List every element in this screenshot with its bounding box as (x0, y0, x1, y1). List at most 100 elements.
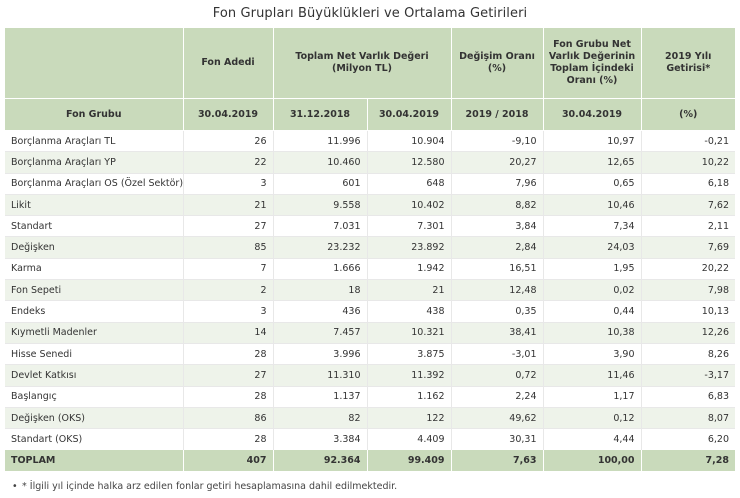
header-net-asset: Toplam Net Varlık Değeri (Milyon TL) (272, 28, 451, 99)
header-pct: (%) (640, 98, 735, 131)
table-row: Başlangıç 28 1.137 1.162 2,24 1,17 6,83 (5, 385, 735, 408)
table-row: Likit 21 9.558 10.402 8,82 10,46 7,62 (5, 193, 735, 216)
header-share: Fon Grubu Net Varlık Değerinin Toplam İç… (542, 28, 641, 99)
cell-value-2019: 648 (366, 172, 451, 195)
cell-change: -9,10 (450, 129, 543, 152)
cell-share: 10,38 (542, 321, 641, 344)
cell-fund-count: 27 (182, 215, 273, 237)
table-row: Karma 7 1.666 1.942 16,51 1,95 20,22 (5, 257, 735, 280)
cell-fund-count: 7 (182, 257, 273, 280)
cell-fund-group: Borçlanma Araçları OS (Özel Sektör) (5, 172, 183, 195)
cell-change: 3,84 (450, 215, 543, 237)
total-row: TOPLAM 407 92.364 99.409 7,63 100,00 7,28 (5, 449, 735, 471)
cell-return: 2,11 (640, 215, 735, 237)
footnote: • * İlgili yıl içinde halka arz edilen fo… (12, 481, 740, 492)
header-return-2019: 2019 Yılı Getirisi* (640, 28, 735, 99)
cell-change: 30,31 (450, 428, 543, 450)
table-title: Fon Grupları Büyüklükleri ve Ortalama Ge… (212, 6, 528, 21)
cell-value-2018: 82 (272, 406, 367, 429)
cell-value-2019: 7.301 (366, 215, 451, 237)
cell-return: 6,18 (640, 172, 735, 195)
cell-fund-count: 3 (182, 300, 273, 323)
cell-value-2019: 10.904 (366, 129, 451, 152)
cell-value-2018: 11.310 (272, 364, 367, 387)
cell-share: 11,46 (542, 364, 641, 387)
cell-fund-group: Kıymetli Madenler (5, 321, 183, 344)
cell-value-2019: 1.162 (366, 385, 451, 408)
cell-change: 16,51 (450, 257, 543, 280)
cell-return: 7,62 (640, 193, 735, 216)
cell-value-2018: 601 (272, 172, 367, 195)
cell-fund-group: Likit (5, 193, 183, 216)
cell-change: 7,96 (450, 172, 543, 195)
cell-value-2019: 1.942 (366, 257, 451, 280)
cell-value-2018: 1.137 (272, 385, 367, 408)
table-row: Endeks 3 436 438 0,35 0,44 10,13 (5, 300, 735, 323)
cell-fund-group: Hisse Senedi (5, 342, 183, 365)
cell-share: 1,95 (542, 257, 641, 280)
cell-value-2018: 10.460 (272, 151, 367, 174)
cell-value-2018: 9.558 (272, 193, 367, 216)
cell-fund-group: Borçlanma Araçları YP (5, 151, 183, 174)
cell-return: 10,13 (640, 300, 735, 323)
bullet-icon: • (12, 480, 18, 492)
cell-return: -3,17 (640, 364, 735, 387)
cell-value-2018: 23.232 (272, 236, 367, 259)
cell-value-2019: 10.402 (366, 193, 451, 216)
cell-share: 100,00 (542, 449, 641, 471)
cell-return: 20,22 (640, 257, 735, 280)
cell-share: 24,03 (542, 236, 641, 259)
cell-share: 0,65 (542, 172, 641, 195)
cell-value-2019: 3.875 (366, 342, 451, 365)
cell-value-2018: 1.666 (272, 257, 367, 280)
cell-value-2018: 3.996 (272, 342, 367, 365)
cell-change: 2,24 (450, 385, 543, 408)
header-date-share: 30.04.2019 (542, 98, 641, 131)
cell-value-2019: 23.892 (366, 236, 451, 259)
cell-fund-count: 28 (182, 428, 273, 450)
cell-fund-count: 28 (182, 385, 273, 408)
table-body: Borçlanma Araçları TL 26 11.996 10.904 -9,10… (5, 129, 735, 471)
cell-return: 7,69 (640, 236, 735, 259)
cell-change: 38,41 (450, 321, 543, 344)
footnote-text: * İlgili yıl içinde halka arz edilen fon… (22, 480, 398, 492)
cell-change: 49,62 (450, 406, 543, 429)
cell-return: 8,26 (640, 342, 735, 365)
cell-return: 6,83 (640, 385, 735, 408)
cell-fund-group: TOPLAM (5, 449, 183, 471)
cell-value-2019: 122 (366, 406, 451, 429)
header-fund-group: Fon Grubu (5, 98, 183, 131)
cell-fund-group: Karma (5, 257, 183, 280)
cell-value-2018: 18 (272, 279, 367, 301)
cell-value-2019: 438 (366, 300, 451, 323)
header-date-count: 30.04.2019 (182, 98, 273, 131)
cell-change: 0,72 (450, 364, 543, 387)
cell-fund-count: 2 (182, 279, 273, 301)
cell-fund-count: 3 (182, 172, 273, 195)
cell-value-2019: 12.580 (366, 151, 451, 174)
cell-share: 10,97 (542, 129, 641, 152)
cell-change: 0,35 (450, 300, 543, 323)
cell-fund-group: Başlangıç (5, 385, 183, 408)
cell-return: 7,98 (640, 279, 735, 301)
cell-fund-count: 28 (182, 342, 273, 365)
cell-fund-group: Borçlanma Araçları TL (5, 129, 183, 152)
cell-share: 3,90 (542, 342, 641, 365)
cell-return: 6,20 (640, 428, 735, 450)
table-row: Kıymetli Madenler 14 7.457 10.321 38,41 10,38… (5, 321, 735, 344)
header-date-2018: 31.12.2018 (272, 98, 367, 131)
header-change-rate: Değişim Oranı (%) (450, 28, 543, 99)
table-row: Devlet Katkısı 27 11.310 11.392 0,72 11,46 -3,… (5, 364, 735, 387)
header-blank (5, 28, 183, 99)
cell-value-2019: 4.409 (366, 428, 451, 450)
table-row: Borçlanma Araçları TL 26 11.996 10.904 -9,10… (5, 129, 735, 152)
cell-fund-group: Standart (OKS) (5, 428, 183, 450)
cell-share: 0,12 (542, 406, 641, 429)
cell-value-2019: 99.409 (366, 449, 451, 471)
cell-value-2019: 10.321 (366, 321, 451, 344)
fund-groups-table: Fon Adedi Toplam Net Varlık Değeri (Mily… (5, 28, 735, 471)
cell-return: 10,22 (640, 151, 735, 174)
cell-value-2018: 11.996 (272, 129, 367, 152)
table-row: Hisse Senedi 28 3.996 3.875 -3,01 3,90 8,26 (5, 342, 735, 365)
cell-change: 20,27 (450, 151, 543, 174)
